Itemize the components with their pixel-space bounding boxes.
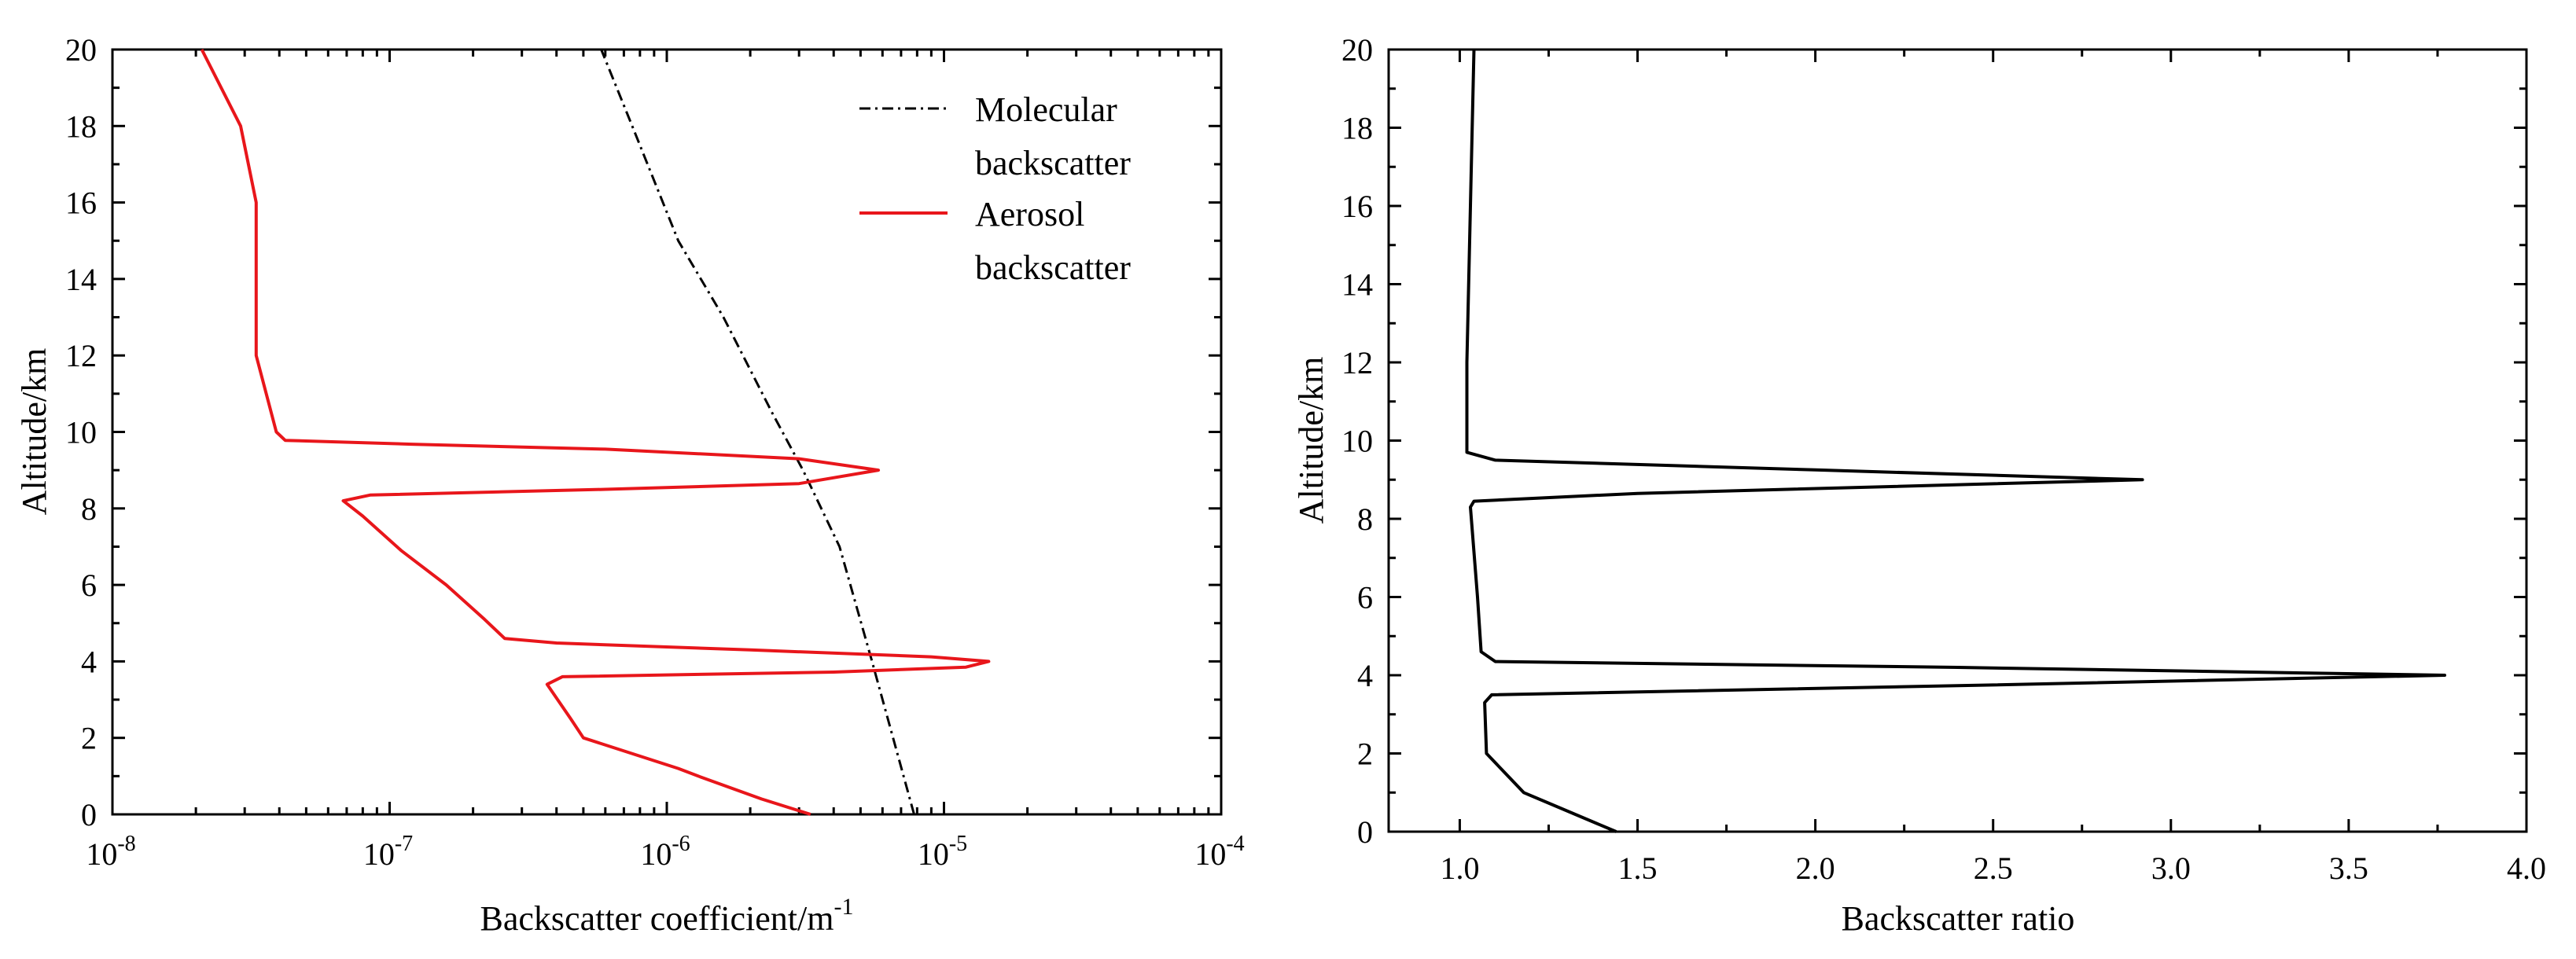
right-xtick-label: 3.5 xyxy=(2329,851,2368,886)
xtick-label-base: 10 xyxy=(363,836,395,872)
right-y-tick-labels: 0 2 4 6 8 10 12 14 16 18 20 xyxy=(1341,32,1373,850)
right-tick-marks xyxy=(1389,48,2528,833)
left-xtick-label: 10-5 xyxy=(918,832,967,872)
left-ytick-label: 20 xyxy=(65,32,97,68)
xtick-label-base: 10 xyxy=(1194,836,1226,872)
xtick-label-exponent: -7 xyxy=(395,832,413,856)
left-x-axis-title: Backscatter coefficient/m-1 xyxy=(480,894,854,938)
right-y-axis-title: Altitude/km xyxy=(1292,357,1330,524)
xtick-label-exponent: -5 xyxy=(949,832,967,856)
right-xtick-label: 1.0 xyxy=(1440,851,1479,886)
right-ytick-label: 10 xyxy=(1341,424,1373,459)
legend-label-molecular-line1: Molecular xyxy=(975,90,1117,129)
left-ytick-label: 12 xyxy=(65,338,97,373)
right-ytick-label: 4 xyxy=(1357,658,1373,693)
right-ytick-label: 2 xyxy=(1357,737,1373,772)
left-ytick-label: 8 xyxy=(81,491,97,527)
right-plot-frame xyxy=(1387,48,2528,833)
xtick-label-exponent: -6 xyxy=(672,832,690,856)
left-ytick-label: 0 xyxy=(81,797,97,832)
right-ytick-label: 8 xyxy=(1357,502,1373,537)
left-ytick-label: 2 xyxy=(81,721,97,756)
left-tick-marks xyxy=(111,48,1223,816)
xtick-label-exponent: -4 xyxy=(1226,832,1244,856)
right-x-tick-labels: 1.0 1.5 2.0 2.5 3.0 3.5 4.0 xyxy=(1440,851,2546,886)
right-ytick-label: 18 xyxy=(1341,111,1373,146)
right-xtick-label: 4.0 xyxy=(2507,851,2546,886)
right-ytick-label: 20 xyxy=(1341,32,1373,68)
legend-label-molecular-line2: backscatter xyxy=(975,144,1131,182)
left-ytick-label: 18 xyxy=(65,108,97,144)
left-legend: Molecular backscatter Aerosol backscatte… xyxy=(859,90,1131,287)
left-y-tick-labels: 0 2 4 6 8 10 12 14 16 18 20 xyxy=(65,32,97,832)
left-ytick-label: 10 xyxy=(65,415,97,450)
right-xtick-label: 3.0 xyxy=(2151,851,2191,886)
right-chart: 1.0 1.5 2.0 2.5 3.0 3.5 4.0 02468101214161820 … xyxy=(1292,32,2546,938)
series-line-aerosol xyxy=(200,49,991,816)
left-series-lines xyxy=(200,49,991,816)
xtick-label-base: 10 xyxy=(640,836,672,872)
right-xtick-label: 1.5 xyxy=(1618,851,1658,886)
left-ytick-label: 6 xyxy=(81,568,97,603)
right-xtick-label: 2.0 xyxy=(1796,851,1835,886)
right-x-axis-title: Backscatter ratio xyxy=(1842,899,2075,938)
xtick-label-exponent: -8 xyxy=(117,832,135,856)
series-line-ratio xyxy=(1465,49,2446,833)
left-x-tick-labels: 10-8 10-7 10-6 10-5 10-4 xyxy=(86,832,1244,872)
right-xtick-label: 2.5 xyxy=(1974,851,2013,886)
left-xtick-label: 10-8 xyxy=(86,832,135,872)
left-xtick-label: 10-4 xyxy=(1194,832,1244,872)
right-series-lines xyxy=(1465,49,2446,833)
left-ytick-label: 4 xyxy=(81,644,97,679)
left-y-axis-title: Altitude/km xyxy=(15,348,53,516)
right-ytick-label: 16 xyxy=(1341,189,1373,224)
legend-label-aerosol-line1: Aerosol xyxy=(975,195,1084,233)
xtick-label-base: 10 xyxy=(918,836,949,872)
xtick-label-base: 10 xyxy=(86,836,117,872)
left-x-axis-title-sup: -1 xyxy=(834,894,853,920)
legend-label-aerosol-line2: backscatter xyxy=(975,248,1131,287)
left-x-axis-title-main: Backscatter coefficient/m xyxy=(480,899,834,938)
right-ytick-label: 12 xyxy=(1341,345,1373,380)
left-ytick-label: 16 xyxy=(65,186,97,221)
series-line-molecular xyxy=(600,49,915,815)
right-ytick-label: 0 xyxy=(1357,814,1373,850)
right-ytick-label: 6 xyxy=(1357,580,1373,615)
left-ytick-label: 14 xyxy=(65,262,97,297)
right-ytick-label: 14 xyxy=(1341,267,1373,303)
left-xtick-label: 10-7 xyxy=(363,832,413,872)
left-xtick-label: 10-6 xyxy=(640,832,690,872)
